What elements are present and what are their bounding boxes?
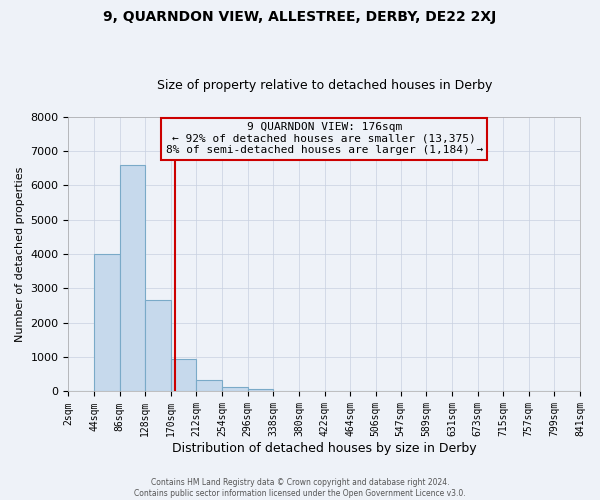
Title: Size of property relative to detached houses in Derby: Size of property relative to detached ho… (157, 79, 492, 92)
Bar (196, 380, 222, 392)
X-axis label: Distribution of detached houses by size in Derby: Distribution of detached houses by size … (172, 442, 476, 455)
Text: 9, QUARNDON VIEW, ALLESTREE, DERBY, DE22 2XJ: 9, QUARNDON VIEW, ALLESTREE, DERBY, DE22… (103, 10, 497, 24)
Bar (94, 254, 119, 392)
Text: 9 QUARNDON VIEW: 176sqm
← 92% of detached houses are smaller (13,375)
8% of semi: 9 QUARNDON VIEW: 176sqm ← 92% of detache… (166, 122, 483, 156)
Bar (248, 389, 273, 392)
Text: Contains HM Land Registry data © Crown copyright and database right 2024.
Contai: Contains HM Land Registry data © Crown c… (134, 478, 466, 498)
Bar (119, 165, 145, 392)
Bar (222, 387, 248, 392)
Y-axis label: Number of detached properties: Number of detached properties (15, 166, 25, 342)
Bar (171, 359, 196, 392)
Bar (145, 300, 171, 392)
